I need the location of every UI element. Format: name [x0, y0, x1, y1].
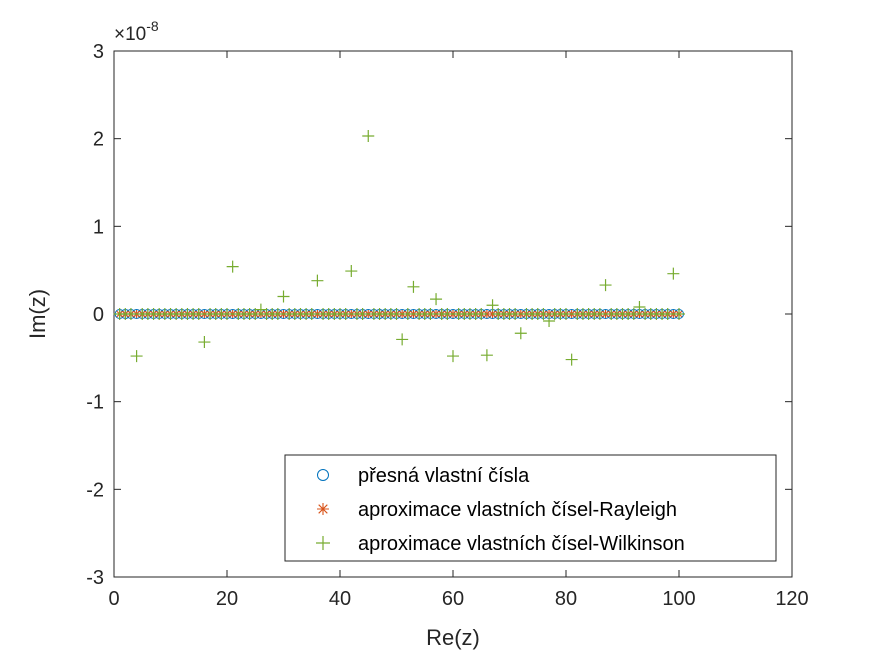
y-exponent-label: ×10-8	[114, 18, 159, 45]
point-wilkinson	[311, 274, 324, 287]
legend-box	[284, 454, 777, 562]
legend-marker-circle	[317, 469, 329, 481]
legend-entry-exact: přesná vlastní čísla	[358, 465, 530, 487]
y-tick-label: -1	[86, 392, 104, 414]
point-wilkinson	[661, 308, 674, 320]
point-wilkinson	[305, 308, 318, 320]
legend-marker-plus	[316, 536, 330, 550]
point-wilkinson	[565, 353, 578, 366]
x-tick-label: 40	[329, 588, 351, 610]
x-axis-label: Re(z)	[426, 625, 480, 650]
point-wilkinson	[593, 308, 606, 320]
point-wilkinson	[401, 308, 414, 320]
point-wilkinson	[356, 308, 369, 320]
y-tick-label: 1	[93, 216, 104, 238]
x-tick-label: 20	[216, 588, 238, 610]
data-marks	[113, 130, 685, 366]
point-wilkinson	[192, 308, 205, 320]
y-tick-label: -3	[86, 567, 104, 589]
point-wilkinson	[345, 265, 358, 278]
x-tick-label: 120	[775, 588, 808, 610]
x-tick-label: 100	[662, 588, 695, 610]
point-wilkinson	[271, 308, 284, 320]
point-wilkinson	[339, 308, 352, 320]
point-wilkinson	[447, 350, 459, 363]
y-axis-label: Im(z)	[25, 289, 50, 339]
point-wilkinson	[599, 279, 612, 292]
point-wilkinson	[130, 350, 143, 363]
legend-markers	[316, 469, 330, 550]
x-tick-label: 60	[442, 588, 464, 610]
y-tick-label: 0	[93, 304, 104, 326]
point-wilkinson	[560, 308, 572, 320]
point-wilkinson	[509, 308, 522, 320]
point-wilkinson	[226, 260, 239, 273]
legend-entry-wilkinson: aproximace vlastních čísel-Wilkinson	[358, 533, 685, 555]
point-wilkinson	[221, 308, 233, 320]
point-wilkinson	[627, 308, 640, 320]
point-wilkinson	[430, 293, 443, 306]
point-wilkinson	[543, 315, 556, 328]
point-wilkinson	[396, 333, 409, 346]
point-wilkinson	[537, 308, 550, 320]
x-tick-label: 80	[555, 588, 577, 610]
point-wilkinson	[277, 290, 290, 303]
point-wilkinson	[407, 280, 420, 293]
x-tick-label: 0	[108, 588, 119, 610]
legend-marker-asterisk	[317, 503, 329, 515]
point-wilkinson	[667, 267, 680, 280]
axis-ticks	[113, 50, 793, 578]
point-wilkinson	[424, 308, 437, 320]
point-wilkinson	[633, 300, 646, 313]
series-wilkinson	[113, 130, 685, 366]
y-tick-label: 2	[93, 129, 104, 151]
tick-labels: 0 20 40 60 80 100 120 -3 -2 -1 0 1 2 3	[86, 41, 808, 610]
point-wilkinson	[514, 327, 527, 340]
point-wilkinson	[390, 308, 403, 320]
legend: přesná vlastní čísla aproximace vlastníc…	[284, 454, 777, 562]
legend-entry-rayleigh: aproximace vlastních čísel-Rayleigh	[358, 499, 677, 521]
point-wilkinson	[124, 308, 137, 320]
point-wilkinson	[673, 308, 685, 320]
y-tick-label: 3	[93, 41, 104, 63]
point-wilkinson	[480, 349, 493, 362]
point-wilkinson	[475, 308, 488, 320]
point-wilkinson	[362, 130, 375, 143]
y-tick-label: -2	[86, 479, 104, 501]
point-wilkinson	[486, 299, 499, 312]
point-wilkinson	[198, 336, 211, 349]
point-wilkinson	[441, 308, 454, 320]
